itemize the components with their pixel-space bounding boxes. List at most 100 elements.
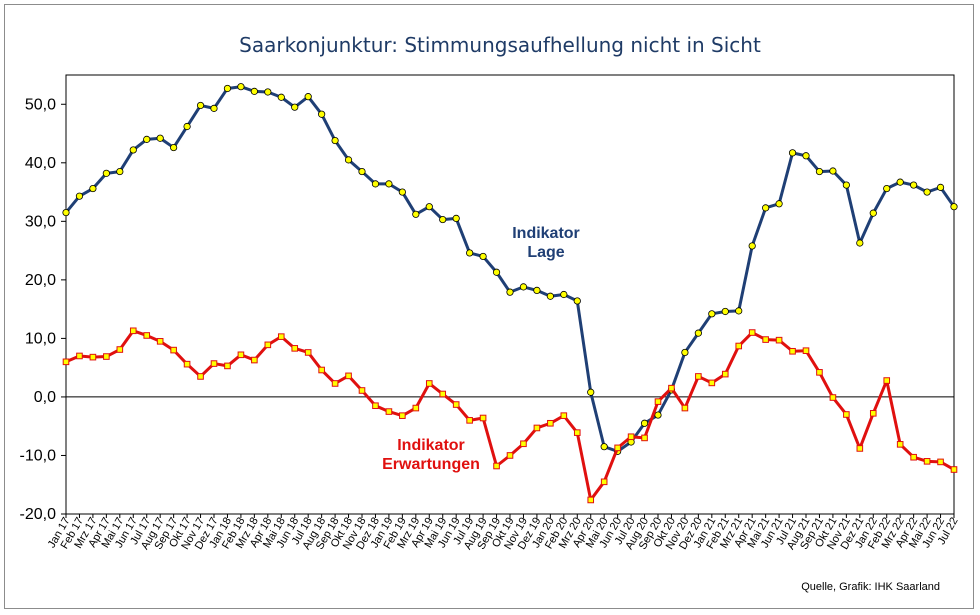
data-point (506, 452, 514, 459)
data-point (923, 458, 931, 465)
data-point (506, 288, 514, 296)
data-point (802, 347, 810, 354)
data-point (304, 93, 312, 101)
data-point (829, 167, 837, 175)
data-point (816, 369, 823, 376)
data-point (223, 84, 232, 93)
data-point (399, 412, 406, 419)
data-point (277, 333, 285, 340)
data-point (196, 101, 205, 110)
data-point (641, 434, 648, 442)
series-label-line: Lage (527, 244, 564, 261)
data-point (694, 329, 702, 337)
data-point (331, 380, 339, 387)
data-point (923, 188, 931, 196)
data-point (681, 348, 689, 357)
data-point (116, 346, 124, 353)
data-point (547, 419, 554, 427)
data-point (183, 122, 191, 131)
data-point (910, 181, 918, 189)
data-point (802, 152, 810, 160)
y-tick-label: 20,0 (25, 272, 56, 289)
data-point (492, 268, 501, 276)
data-point (520, 440, 527, 448)
y-tick-label: 40,0 (25, 155, 56, 172)
y-tick-label: 30,0 (25, 213, 56, 230)
data-point (75, 192, 84, 200)
data-point (371, 180, 380, 188)
series-label-line: Erwartungen (382, 456, 480, 473)
data-point (533, 424, 541, 432)
data-point (627, 433, 635, 441)
data-point (936, 183, 945, 191)
data-point (614, 444, 621, 452)
data-point (331, 136, 339, 145)
data-point (762, 204, 770, 212)
data-point (345, 372, 352, 380)
y-tick-label: 0,0 (34, 389, 56, 406)
data-point (587, 388, 595, 396)
data-point (439, 215, 447, 224)
data-point (735, 342, 743, 350)
data-point (842, 181, 850, 189)
data-point (856, 239, 864, 247)
data-point (519, 283, 528, 291)
data-point (600, 443, 608, 451)
data-point (170, 143, 178, 152)
data-point (600, 478, 608, 486)
data-point (775, 200, 783, 208)
data-point (385, 408, 393, 415)
data-point (344, 156, 353, 164)
data-point (466, 417, 473, 424)
series-layer (62, 83, 958, 504)
data-point (224, 362, 231, 370)
data-point (156, 134, 164, 142)
data-point (170, 346, 177, 354)
data-point (479, 252, 487, 261)
data-point (735, 307, 743, 315)
data-point (815, 167, 824, 176)
data-point (251, 356, 258, 364)
data-point (277, 93, 285, 101)
data-point (264, 341, 272, 349)
data-point (775, 336, 783, 344)
data-point (789, 347, 796, 355)
data-point (721, 307, 729, 316)
data-point (466, 249, 474, 257)
data-point (654, 398, 662, 405)
y-axis: -20,0 -10,0 0,0 10,0 20,0 30,0 40,0 50,0 (20, 96, 66, 523)
data-point (856, 445, 864, 452)
data-point (318, 110, 326, 118)
series-label-erwartungen: Indikator Erwartungen (382, 437, 480, 473)
data-point (896, 178, 904, 186)
data-point (116, 167, 124, 176)
series-label-line: Indikator (397, 437, 465, 454)
series-label-line: Indikator (512, 225, 580, 242)
data-point (358, 387, 366, 394)
data-point (950, 466, 958, 473)
data-point (425, 380, 433, 387)
data-point (668, 384, 675, 392)
data-point (748, 329, 756, 336)
data-point (573, 297, 581, 305)
data-point (129, 146, 137, 154)
data-point (89, 353, 97, 361)
data-point (237, 83, 245, 91)
data-point (129, 327, 137, 335)
data-point (681, 404, 689, 412)
data-point (883, 184, 891, 193)
data-point (156, 338, 164, 345)
data-point (640, 419, 649, 427)
data-point (708, 379, 716, 387)
data-point (573, 429, 581, 436)
data-point (762, 336, 769, 343)
data-point (358, 167, 366, 176)
data-point (143, 332, 151, 339)
data-point (89, 184, 97, 193)
data-point (587, 496, 595, 504)
data-point (896, 441, 904, 448)
series-label-lage: Indikator Lage (512, 225, 580, 261)
data-point (843, 411, 850, 418)
